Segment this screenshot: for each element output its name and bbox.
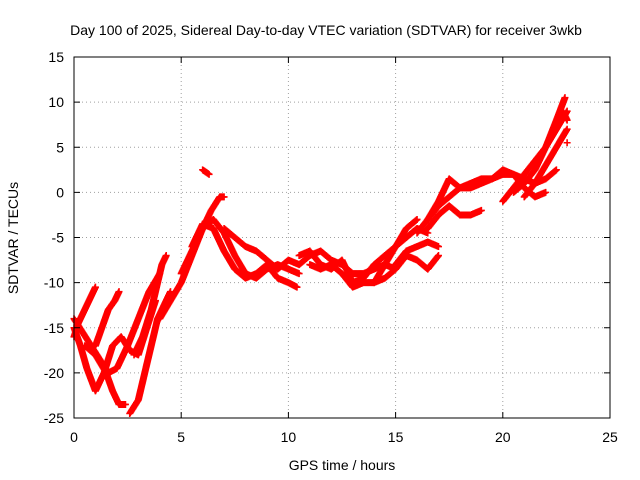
- satellite-track: [81, 342, 129, 408]
- y-tick-label: -25: [44, 410, 64, 426]
- x-axis-label: GPS time / hours: [289, 457, 396, 473]
- satellite-track: [563, 139, 571, 147]
- data-point: [563, 125, 571, 133]
- satellite-track: [130, 252, 170, 359]
- satellite-track: [70, 283, 99, 341]
- data-point: [91, 283, 99, 291]
- x-tick-label: 10: [281, 429, 297, 445]
- x-tick-label: 15: [388, 429, 404, 445]
- y-tick-label: -20: [44, 365, 64, 381]
- chart-title: Day 100 of 2025, Sidereal Day-to-day VTE…: [70, 22, 582, 38]
- x-tick-label: 0: [70, 429, 78, 445]
- data-point: [220, 193, 228, 201]
- y-tick-label: 0: [56, 184, 64, 200]
- data-point: [563, 116, 571, 124]
- satellite-track: [499, 107, 571, 205]
- satellite-track: [199, 166, 213, 178]
- grid: [74, 57, 610, 418]
- x-tick-label: 5: [177, 429, 185, 445]
- data-point: [563, 139, 571, 147]
- y-tick-label: -15: [44, 320, 64, 336]
- data-point: [121, 400, 129, 408]
- y-tick-label: 10: [48, 94, 64, 110]
- y-axis-label: SDTVAR / TECUs: [5, 182, 21, 294]
- satellite-track: [306, 252, 442, 291]
- axis-ticks: 0 5 10 15 20 25 15 10 5 0 -5 -10 -15 -20 -25: [44, 49, 618, 445]
- satellite-track: [392, 238, 442, 269]
- y-tick-label: 5: [56, 139, 64, 155]
- data-point: [115, 288, 123, 296]
- data-point: [295, 270, 303, 278]
- data-point: [293, 283, 301, 291]
- y-tick-label: 15: [48, 49, 64, 65]
- data-point: [477, 206, 485, 214]
- data-point: [413, 215, 421, 223]
- y-tick-label: -5: [52, 230, 65, 246]
- data-point: [205, 170, 213, 178]
- data-point: [162, 252, 170, 260]
- satellite-track: [424, 202, 485, 232]
- data-point: [542, 188, 550, 196]
- data-point: [561, 94, 569, 102]
- satellite-track: [520, 125, 571, 201]
- data-point: [434, 252, 442, 260]
- satellite-track: [510, 94, 569, 196]
- satellite-track: [370, 215, 421, 287]
- x-tick-label: 25: [602, 429, 618, 445]
- x-tick-label: 20: [495, 429, 511, 445]
- satellite-track: [559, 107, 571, 124]
- data-point: [434, 243, 442, 251]
- y-tick-label: -10: [44, 275, 64, 291]
- data-points: [70, 94, 571, 417]
- data-point: [552, 166, 560, 174]
- satellite-track: [91, 288, 123, 350]
